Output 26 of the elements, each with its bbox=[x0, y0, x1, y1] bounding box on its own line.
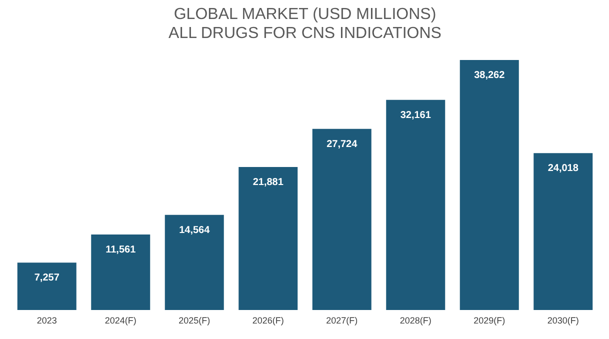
data-label: 21,881 bbox=[252, 177, 284, 188]
data-label: 11,561 bbox=[106, 244, 136, 256]
data-label: 27,724 bbox=[326, 138, 358, 150]
bar bbox=[460, 60, 519, 310]
bar bbox=[17, 262, 76, 310]
x-tick-label: 2028(F) bbox=[400, 316, 432, 326]
chart-title: GLOBAL MARKET (USD MILLIONS) bbox=[174, 6, 436, 23]
bar bbox=[91, 234, 150, 310]
bar bbox=[164, 214, 224, 310]
data-label: 32,161 bbox=[400, 110, 432, 121]
data-label: 7,257 bbox=[34, 272, 60, 284]
x-tick-label: 2026(F) bbox=[252, 316, 284, 326]
bar bbox=[312, 128, 372, 310]
data-label: 38,262 bbox=[474, 70, 506, 81]
chart-subtitle: ALL DRUGS FOR CNS INDICATIONS bbox=[168, 25, 442, 42]
x-tick-label: 2030(F) bbox=[547, 316, 579, 326]
data-label: 14,564 bbox=[179, 224, 210, 236]
bar bbox=[238, 167, 298, 310]
bar bbox=[534, 153, 593, 310]
x-tick-label: 2027(F) bbox=[326, 316, 358, 326]
data-label: 24,018 bbox=[548, 163, 579, 174]
bar bbox=[386, 100, 446, 310]
x-tick-label: 2024(F) bbox=[104, 316, 136, 326]
x-tick-label: 2023 bbox=[36, 316, 57, 326]
x-tick-label: 2029(F) bbox=[474, 316, 506, 326]
x-tick-label: 2025(F) bbox=[178, 316, 210, 326]
